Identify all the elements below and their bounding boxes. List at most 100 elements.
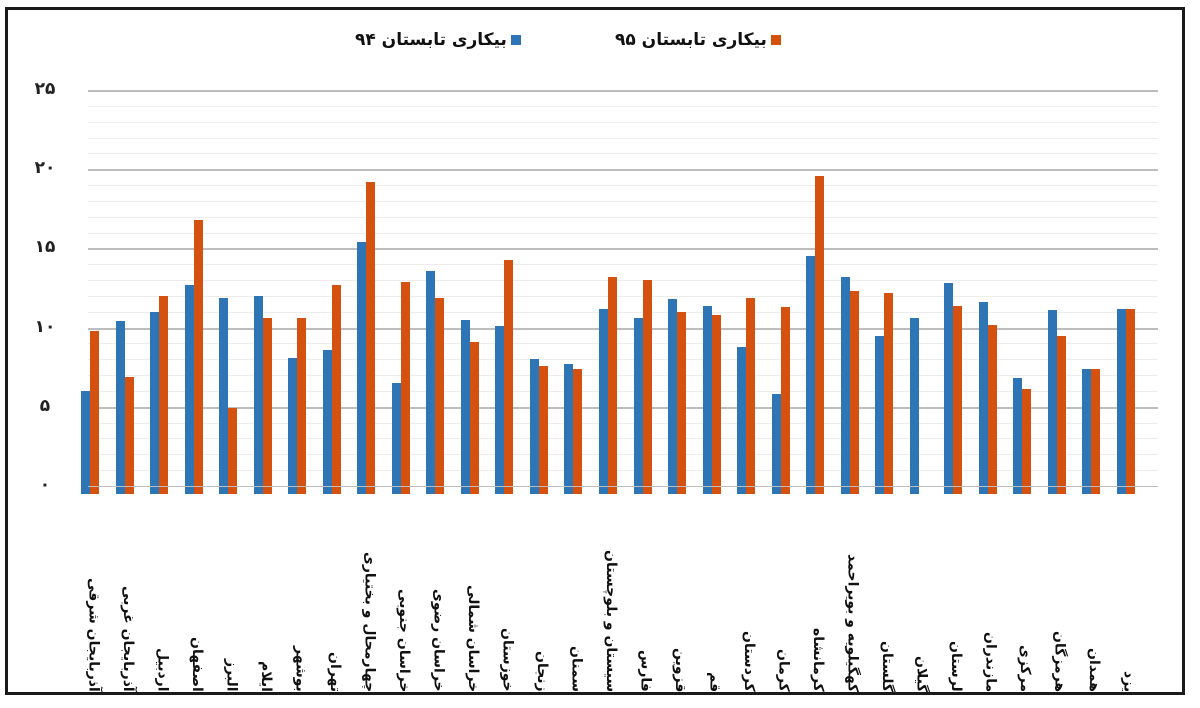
bar-94 bbox=[806, 256, 816, 494]
gridline bbox=[88, 232, 1158, 234]
bar-94 bbox=[771, 394, 781, 494]
bar-94 bbox=[529, 359, 539, 494]
legend-swatch-blue-icon bbox=[510, 35, 521, 45]
bar-95 bbox=[677, 311, 687, 494]
gridline bbox=[88, 200, 1158, 202]
x-tick-label: بوشهر bbox=[292, 646, 309, 692]
bar-95 bbox=[849, 291, 859, 494]
bar-95 bbox=[642, 280, 652, 494]
gridline bbox=[88, 105, 1158, 107]
x-tick-label: ایلام bbox=[257, 661, 274, 692]
x-tick-label: مرکزی bbox=[1017, 644, 1034, 692]
x-tick-label: همدان bbox=[1086, 648, 1103, 692]
bar-95 bbox=[711, 315, 721, 494]
bar-95 bbox=[400, 281, 410, 494]
bar-95 bbox=[331, 284, 341, 494]
bar-95 bbox=[608, 277, 617, 494]
gridline bbox=[88, 327, 1158, 330]
gridline bbox=[88, 390, 1158, 392]
bar-94 bbox=[668, 299, 678, 494]
bar-94 bbox=[184, 284, 194, 494]
bar-94 bbox=[115, 321, 125, 494]
x-tick-label: سیستان و بلوچستان bbox=[603, 549, 619, 692]
x-tick-label: تهران bbox=[326, 652, 343, 692]
bar-94 bbox=[150, 311, 160, 494]
bar-95 bbox=[987, 324, 997, 494]
x-tick-label: لرستان bbox=[948, 641, 965, 692]
legend-label-94: بیکاری تابستان ۹۴ bbox=[355, 30, 507, 50]
legend-item-95: بیکاری تابستان ۹۵ bbox=[615, 30, 781, 50]
x-tick-label: آذربایجان غربی bbox=[119, 586, 136, 692]
bar-95 bbox=[469, 341, 479, 494]
bar-95 bbox=[1091, 368, 1101, 494]
x-tick-label: خراسان شمالی bbox=[464, 584, 481, 692]
bar-95 bbox=[504, 259, 514, 494]
x-tick-label: کهگیلویه و بویراحمد bbox=[844, 553, 861, 692]
x-tick-label: گلستان bbox=[879, 640, 896, 692]
bar-94 bbox=[978, 302, 988, 494]
bar-94 bbox=[875, 335, 885, 494]
gridline bbox=[88, 359, 1158, 361]
gridline bbox=[88, 375, 1158, 377]
x-tick-label: گیلان bbox=[913, 655, 930, 692]
bar-94 bbox=[219, 297, 229, 494]
x-tick-label: کرمانشاه bbox=[810, 628, 827, 692]
gridline bbox=[88, 438, 1158, 440]
y-tick-label: ۵ bbox=[39, 395, 51, 416]
bar-95 bbox=[746, 297, 756, 494]
bar-94 bbox=[944, 283, 954, 494]
bar-94 bbox=[909, 318, 919, 494]
x-tick-label: یزد bbox=[1120, 670, 1137, 692]
bar-94 bbox=[357, 242, 367, 494]
bar-94 bbox=[840, 277, 850, 494]
bar-95 bbox=[262, 318, 272, 494]
legend-item-94: بیکاری تابستان ۹۴ bbox=[355, 30, 521, 50]
x-tick-label: خراسان رضوی bbox=[430, 589, 447, 692]
gridline bbox=[88, 216, 1158, 218]
gridline bbox=[88, 185, 1158, 187]
gridline bbox=[88, 295, 1158, 297]
gridline bbox=[88, 248, 1158, 251]
x-tick-label: فارس bbox=[637, 650, 654, 692]
bar-95 bbox=[124, 376, 134, 494]
bar-94 bbox=[495, 326, 505, 494]
gridline bbox=[88, 343, 1158, 345]
bar-94 bbox=[1116, 308, 1126, 494]
gridline bbox=[88, 90, 1158, 92]
bar-95 bbox=[366, 181, 376, 494]
x-tick-label: خوزستان bbox=[499, 628, 516, 692]
gridline bbox=[88, 454, 1158, 456]
gridline bbox=[88, 137, 1158, 139]
x-axis-line bbox=[88, 486, 1158, 487]
x-tick-label: زنجان bbox=[533, 651, 550, 692]
x-tick-label: اصفهان bbox=[188, 637, 205, 692]
bar-95 bbox=[953, 305, 963, 494]
chart-legend: بیکاری تابستان ۹۴ بیکاری تابستان ۹۵ bbox=[0, 30, 1200, 60]
bar-94 bbox=[322, 349, 332, 494]
bar-94 bbox=[599, 308, 608, 494]
x-tick-label: سمنان bbox=[568, 645, 585, 692]
bar-95 bbox=[193, 219, 203, 494]
x-tick-label: قزوین bbox=[672, 647, 689, 692]
legend-label-95: بیکاری تابستان ۹۵ bbox=[615, 30, 767, 50]
x-tick-label: کردستان bbox=[741, 631, 758, 692]
bar-95 bbox=[1022, 389, 1032, 494]
bar-95 bbox=[1056, 335, 1066, 494]
bar-95 bbox=[90, 330, 100, 494]
bar-95 bbox=[1125, 308, 1135, 494]
x-tick-label: چهارمحال و بختیاری bbox=[361, 551, 378, 692]
x-tick-label: هرمزگان bbox=[1051, 630, 1068, 692]
bar-95 bbox=[297, 318, 307, 494]
bar-95 bbox=[228, 408, 238, 494]
gridline bbox=[88, 470, 1158, 472]
bar-94 bbox=[702, 305, 712, 494]
y-tick-label: ۲۵ bbox=[34, 79, 56, 99]
bar-94 bbox=[633, 318, 643, 494]
bar-94 bbox=[564, 364, 574, 494]
bar-95 bbox=[884, 292, 894, 494]
x-tick-label: آذربایجان شرقی bbox=[85, 578, 102, 692]
bar-95 bbox=[435, 297, 445, 494]
bar-94 bbox=[288, 357, 298, 494]
bar-94 bbox=[737, 346, 747, 494]
gridline bbox=[88, 311, 1158, 313]
